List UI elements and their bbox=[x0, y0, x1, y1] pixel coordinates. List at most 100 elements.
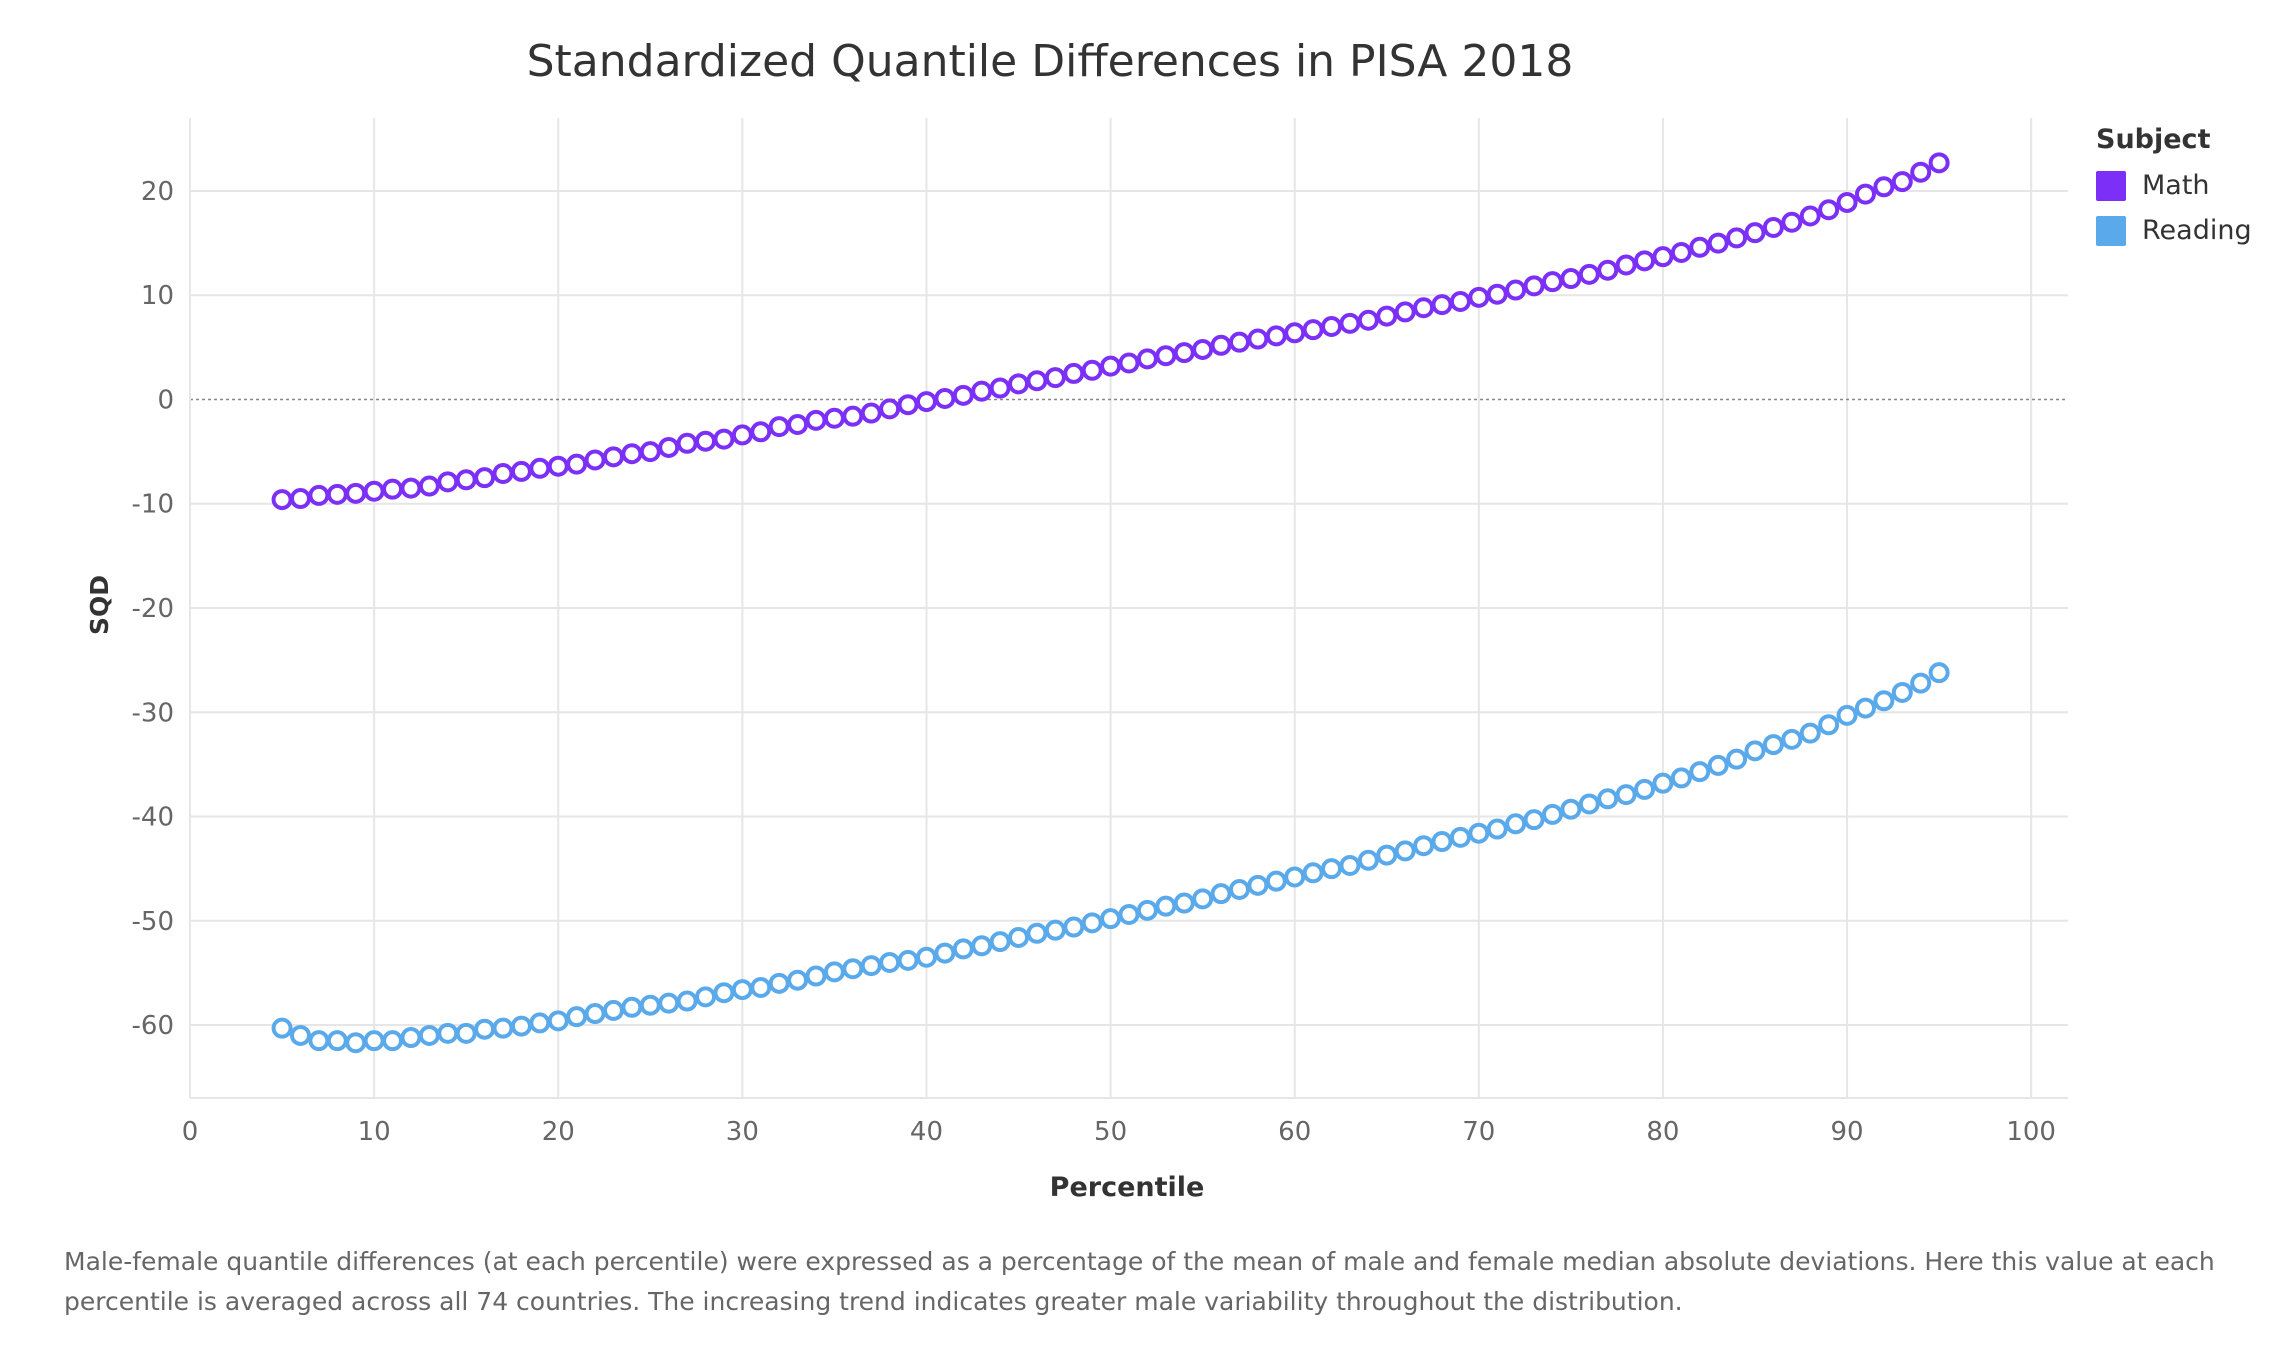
data-point-math[interactable] bbox=[1376, 305, 1398, 327]
legend-item-math[interactable]: Math bbox=[2096, 163, 2252, 208]
data-point-reading[interactable] bbox=[842, 958, 864, 980]
data-point-math[interactable] bbox=[989, 377, 1011, 399]
data-point-math[interactable] bbox=[1118, 352, 1140, 374]
data-point-reading[interactable] bbox=[289, 1024, 311, 1046]
data-point-reading[interactable] bbox=[1910, 672, 1932, 694]
data-point-reading[interactable] bbox=[510, 1015, 532, 1037]
data-point-math[interactable] bbox=[1247, 328, 1269, 350]
data-point-reading[interactable] bbox=[1854, 697, 1876, 719]
data-point-reading[interactable] bbox=[731, 979, 753, 1001]
data-point-math[interactable] bbox=[418, 475, 440, 497]
data-point-math[interactable] bbox=[1210, 334, 1232, 356]
data-point-math[interactable] bbox=[1615, 254, 1637, 276]
data-point-math[interactable] bbox=[1799, 205, 1821, 227]
data-point-math[interactable] bbox=[492, 463, 514, 485]
data-point-math[interactable] bbox=[1063, 362, 1085, 384]
data-point-reading[interactable] bbox=[971, 935, 993, 957]
data-point-math[interactable] bbox=[1394, 301, 1416, 323]
data-point-reading[interactable] bbox=[1210, 883, 1232, 905]
data-point-math[interactable] bbox=[1634, 250, 1656, 272]
data-point-math[interactable] bbox=[345, 482, 367, 504]
data-point-reading[interactable] bbox=[658, 992, 680, 1014]
data-point-reading[interactable] bbox=[1818, 714, 1840, 736]
data-point-reading[interactable] bbox=[1689, 761, 1711, 783]
data-point-reading[interactable] bbox=[1726, 748, 1748, 770]
data-point-reading[interactable] bbox=[1597, 788, 1619, 810]
data-point-reading[interactable] bbox=[1265, 870, 1287, 892]
data-point-math[interactable] bbox=[713, 428, 735, 450]
data-point-reading[interactable] bbox=[1413, 835, 1435, 857]
data-point-math[interactable] bbox=[1891, 171, 1913, 193]
data-point-reading[interactable] bbox=[1100, 908, 1122, 930]
data-point-reading[interactable] bbox=[639, 994, 661, 1016]
data-point-reading[interactable] bbox=[1578, 793, 1600, 815]
data-point-reading[interactable] bbox=[492, 1017, 514, 1039]
data-point-math[interactable] bbox=[1505, 279, 1527, 301]
data-point-reading[interactable] bbox=[1081, 912, 1103, 934]
data-point-math[interactable] bbox=[639, 441, 661, 463]
data-point-reading[interactable] bbox=[934, 942, 956, 964]
data-point-math[interactable] bbox=[1357, 309, 1379, 331]
data-point-reading[interactable] bbox=[1431, 831, 1453, 853]
data-point-reading[interactable] bbox=[345, 1032, 367, 1054]
data-point-reading[interactable] bbox=[1652, 772, 1674, 794]
data-point-reading[interactable] bbox=[676, 990, 698, 1012]
data-point-math[interactable] bbox=[621, 443, 643, 465]
data-point-reading[interactable] bbox=[1136, 899, 1158, 921]
data-point-math[interactable] bbox=[1155, 345, 1177, 367]
data-point-reading[interactable] bbox=[529, 1012, 551, 1034]
data-point-math[interactable] bbox=[455, 469, 477, 491]
data-point-reading[interactable] bbox=[713, 982, 735, 1004]
data-point-math[interactable] bbox=[308, 484, 330, 506]
data-point-reading[interactable] bbox=[1670, 767, 1692, 789]
data-point-math[interactable] bbox=[1597, 259, 1619, 281]
data-point-math[interactable] bbox=[768, 416, 790, 438]
data-point-math[interactable] bbox=[860, 402, 882, 424]
data-point-math[interactable] bbox=[695, 430, 717, 452]
data-point-reading[interactable] bbox=[308, 1030, 330, 1052]
data-point-reading[interactable] bbox=[363, 1030, 385, 1052]
data-point-math[interactable] bbox=[897, 394, 919, 416]
data-point-reading[interactable] bbox=[1284, 866, 1306, 888]
data-point-math[interactable] bbox=[547, 455, 569, 477]
data-point-math[interactable] bbox=[915, 391, 937, 413]
data-point-reading[interactable] bbox=[547, 1010, 569, 1032]
data-point-reading[interactable] bbox=[271, 1017, 293, 1039]
data-point-reading[interactable] bbox=[1394, 840, 1416, 862]
data-point-math[interactable] bbox=[326, 483, 348, 505]
data-point-reading[interactable] bbox=[1026, 922, 1048, 944]
data-point-math[interactable] bbox=[879, 398, 901, 420]
data-point-math[interactable] bbox=[1284, 322, 1306, 344]
data-point-reading[interactable] bbox=[1321, 858, 1343, 880]
data-point-reading[interactable] bbox=[455, 1022, 477, 1044]
data-point-math[interactable] bbox=[1652, 246, 1674, 268]
data-point-math[interactable] bbox=[1726, 227, 1748, 249]
data-point-math[interactable] bbox=[529, 457, 551, 479]
data-point-reading[interactable] bbox=[695, 986, 717, 1008]
data-point-math[interactable] bbox=[1431, 294, 1453, 316]
data-point-reading[interactable] bbox=[1523, 809, 1545, 831]
data-point-reading[interactable] bbox=[1357, 849, 1379, 871]
data-point-reading[interactable] bbox=[1155, 895, 1177, 917]
data-point-reading[interactable] bbox=[1928, 662, 1950, 684]
data-point-reading[interactable] bbox=[1873, 690, 1895, 712]
data-point-math[interactable] bbox=[510, 460, 532, 482]
data-point-reading[interactable] bbox=[1376, 844, 1398, 866]
data-point-math[interactable] bbox=[382, 478, 404, 500]
data-point-reading[interactable] bbox=[1615, 784, 1637, 806]
data-point-reading[interactable] bbox=[1744, 740, 1766, 762]
data-point-math[interactable] bbox=[1762, 216, 1784, 238]
data-point-reading[interactable] bbox=[805, 965, 827, 987]
data-point-reading[interactable] bbox=[1891, 681, 1913, 703]
data-point-reading[interactable] bbox=[1799, 722, 1821, 744]
data-point-math[interactable] bbox=[658, 436, 680, 458]
data-point-reading[interactable] bbox=[1228, 878, 1250, 900]
data-point-math[interactable] bbox=[1928, 152, 1950, 174]
data-point-math[interactable] bbox=[584, 449, 606, 471]
data-point-math[interactable] bbox=[1026, 370, 1048, 392]
data-point-reading[interactable] bbox=[1339, 855, 1361, 877]
data-point-math[interactable] bbox=[823, 407, 845, 429]
data-point-math[interactable] bbox=[1008, 373, 1030, 395]
data-point-math[interactable] bbox=[1781, 211, 1803, 233]
data-point-math[interactable] bbox=[1265, 325, 1287, 347]
